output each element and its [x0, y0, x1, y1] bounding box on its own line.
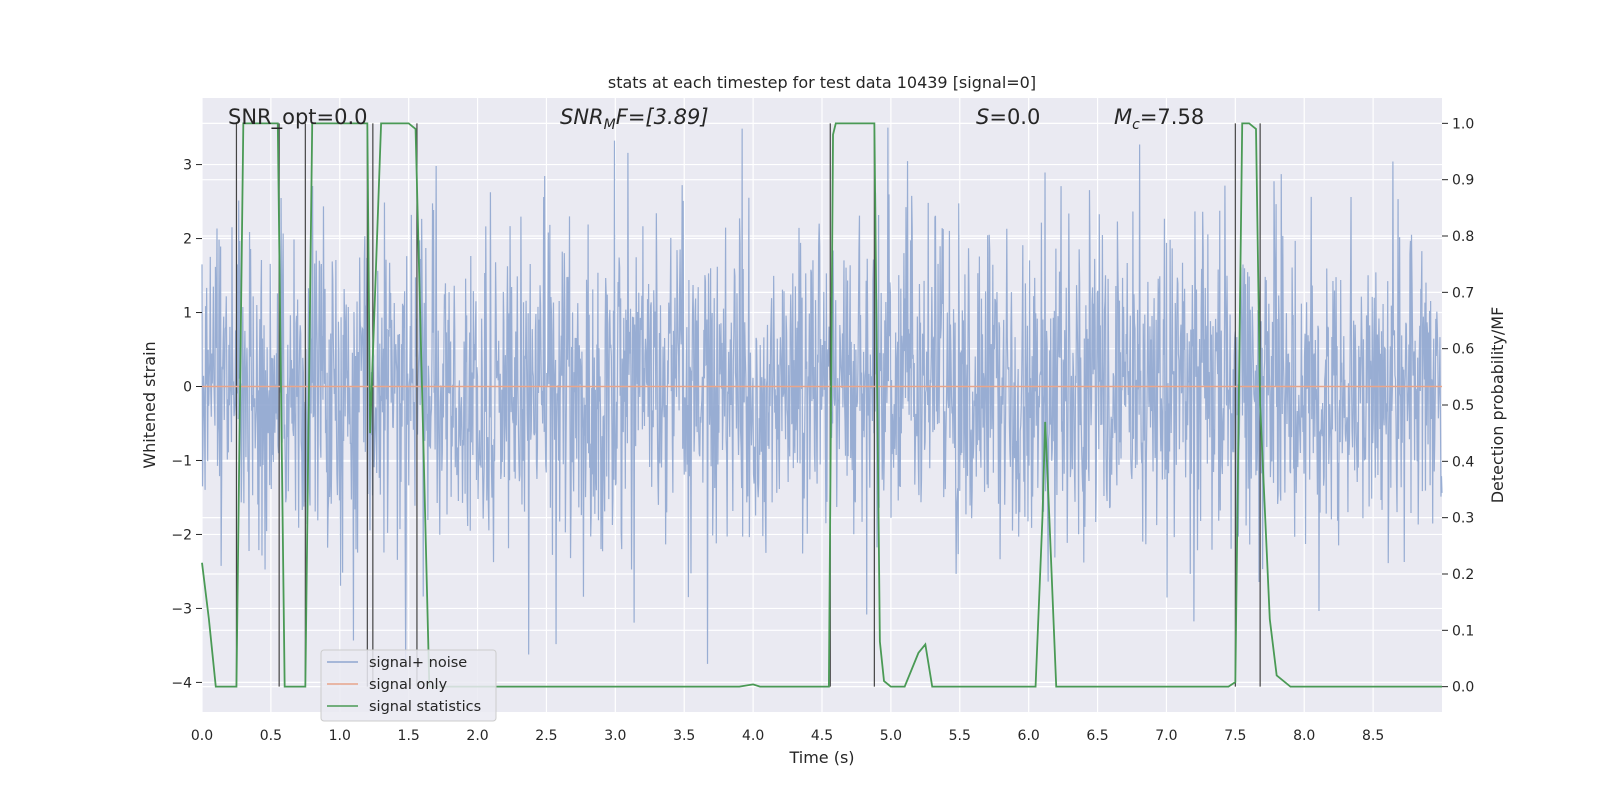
x-axis-label: Time (s) [788, 748, 854, 767]
x-tick-label: 4.5 [811, 728, 833, 744]
annotation-s: S=0.0 [976, 105, 1040, 129]
y-tick-label: 2 [183, 232, 192, 248]
y2-tick-label: 0.8 [1452, 229, 1474, 245]
annotation-s-symbol: S [976, 105, 989, 129]
y-tick-label: 1 [183, 306, 192, 322]
annotation-s-value: =0.0 [989, 105, 1040, 129]
x-tick-label: 4.0 [742, 728, 764, 744]
annotation-snr-mf-sub: M [604, 117, 616, 133]
y-tick-label: −1 [171, 453, 192, 469]
y2-tick-label: 0.1 [1452, 623, 1474, 639]
y-tick-label: 3 [183, 158, 192, 174]
x-tick-label: 3.0 [604, 728, 626, 744]
x-tick-label: 2.0 [466, 728, 488, 744]
y-tick-label: 0 [183, 380, 192, 396]
y2-tick-label: 0.2 [1452, 567, 1474, 583]
legend-label-signal-only: signal only [369, 677, 448, 693]
legend-label-signal-noise: signal+ noise [369, 655, 467, 671]
annotation-mc-sub: c [1132, 117, 1140, 133]
x-tick-label: 6.0 [1018, 728, 1040, 744]
x-axis-ticks: 0.0 0.5 1.0 1.5 2.0 2.5 3.0 3.5 4.0 4.5 5.0 5.5 6.0 6… [191, 728, 1384, 744]
annotation-mc-base: M [1114, 105, 1132, 129]
legend-box [320, 649, 497, 722]
x-tick-label: 8.5 [1362, 728, 1384, 744]
annotation-snr-mf-base: SNR [560, 105, 604, 129]
y2-tick-label: 0.7 [1452, 285, 1474, 301]
annotation-snr-mf-rest: F=[3.89] [616, 105, 709, 129]
x-tick-label: 3.5 [673, 728, 695, 744]
x-tick-label: 5.5 [949, 728, 971, 744]
legend-label-signal-statistics: signal statistics [369, 699, 481, 715]
y2-axis-ticks: 1.0 0.9 0.8 0.7 0.6 0.5 0.4 0.3 0.2 0.1 0.0 [1442, 116, 1474, 696]
y-axis-ticks: 3 2 1 0 −1 −2 −3 −4 [171, 158, 202, 691]
annotation-mc-value: =7.58 [1140, 105, 1204, 129]
y2-tick-label: 0.3 [1452, 511, 1474, 527]
y-tick-label: −3 [171, 601, 192, 617]
annotation-snr-opt: SNR_opt=0.0 [228, 105, 368, 130]
y2-tick-label: 0.9 [1452, 173, 1474, 189]
annotation-snr-mf: SNRMF=[3.89] [560, 105, 709, 133]
x-tick-label: 5.0 [880, 728, 902, 744]
y2-tick-label: 0.0 [1452, 680, 1474, 696]
y-tick-label: −4 [171, 675, 192, 691]
x-tick-label: 0.5 [260, 728, 282, 744]
y2-axis-label: Detection probability/MF [1488, 307, 1507, 504]
chart-title: stats at each timestep for test data 104… [608, 73, 1036, 92]
signal-statistics-line [201, 122, 1442, 688]
y-axis-label: Whitened strain [140, 341, 159, 468]
x-tick-label: 8.0 [1293, 728, 1315, 744]
x-tick-label: 7.5 [1224, 728, 1246, 744]
x-tick-label: 2.5 [535, 728, 557, 744]
x-tick-label: 7.0 [1155, 728, 1177, 744]
x-tick-label: 6.5 [1086, 728, 1108, 744]
y2-tick-label: 1.0 [1452, 116, 1474, 132]
x-tick-label: 0.0 [191, 728, 213, 744]
y-tick-label: −2 [171, 527, 192, 543]
legend: signal+ noise signal only signal statist… [320, 649, 497, 722]
y2-tick-label: 0.4 [1452, 454, 1474, 470]
x-tick-label: 1.0 [329, 728, 351, 744]
y2-tick-label: 0.5 [1452, 398, 1474, 414]
x-tick-label: 1.5 [398, 728, 420, 744]
annotation-mc: Mc=7.58 [1114, 105, 1204, 133]
y2-tick-label: 0.6 [1452, 342, 1474, 358]
signal-statistics-series [201, 122, 1442, 688]
